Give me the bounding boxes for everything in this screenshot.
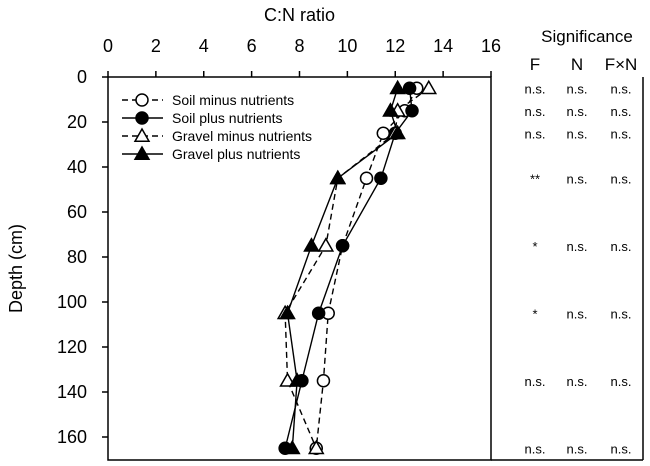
significance-column-header: F <box>530 55 540 74</box>
y-tick-label: 80 <box>67 247 87 267</box>
significance-cell: * <box>532 239 537 254</box>
y-tick-label: 0 <box>77 67 87 87</box>
data-point-soil-minus-nutrients <box>359 171 374 185</box>
significance-title: Significance <box>541 27 633 46</box>
significance-cell: n.s. <box>611 306 632 321</box>
y-tick-label: 60 <box>67 202 87 222</box>
significance-cell: n.s. <box>525 374 546 389</box>
significance-cell: n.s. <box>567 126 588 141</box>
significance-cell: n.s. <box>611 171 632 186</box>
significance-table: F N F×N n.s. n.s. n.s. n.s. n.s. n.s. n.s. n.s. n.s… <box>525 55 638 456</box>
significance-cell: n.s. <box>611 104 632 119</box>
significance-cell: n.s. <box>525 104 546 119</box>
significance-cell: n.s. <box>567 374 588 389</box>
data-point-soil-plus-nutrients <box>311 306 326 320</box>
significance-cell: n.s. <box>611 374 632 389</box>
data-point-soil-plus-nutrients <box>374 171 388 185</box>
legend-marker-gravel-minus-nutrients <box>133 127 151 142</box>
data-point-soil-plus-nutrients <box>402 81 417 95</box>
x-tick-label: 2 <box>151 36 161 56</box>
significance-cell: n.s. <box>567 104 588 119</box>
data-point-soil-plus-nutrients <box>335 239 350 253</box>
y-tick-label: 40 <box>67 157 87 177</box>
significance-cell: n.s. <box>611 441 632 456</box>
legend-label-soil-minus-nutrients: Soil minus nutrients <box>172 92 294 108</box>
x-tick-label: 14 <box>433 36 453 56</box>
data-point-gravel-plus-nutrients <box>389 79 406 95</box>
significance-cell: n.s. <box>611 126 632 141</box>
x-tick-label: 4 <box>199 36 209 56</box>
significance-column-header: N <box>571 55 583 74</box>
legend-marker-gravel-plus-nutrients <box>133 145 151 160</box>
series-markers <box>276 79 438 455</box>
significance-cell: n.s. <box>567 306 588 321</box>
data-point-gravel-plus-nutrients <box>288 372 306 387</box>
data-point-soil-plus-nutrients <box>405 104 419 118</box>
significance-column-header: F×N <box>605 55 638 74</box>
legend-label-gravel-minus-nutrients: Gravel minus nutrients <box>172 128 312 144</box>
y-axis-ticks: 0 20 40 60 80 100 120 140 160 <box>57 67 108 447</box>
series-line-soil-minus-nutrients <box>315 87 418 449</box>
x-tick-label: 0 <box>103 36 113 56</box>
data-point-gravel-minus-nutrients <box>317 237 335 252</box>
significance-cell: ** <box>530 171 540 186</box>
x-axis-ticks: 0 2 4 6 8 10 12 14 16 <box>103 36 501 77</box>
y-tick-label: 20 <box>67 112 87 132</box>
significance-cell: n.s. <box>525 126 546 141</box>
x-tick-label: 8 <box>294 36 304 56</box>
data-point-gravel-plus-nutrients <box>284 439 301 455</box>
data-point-gravel-plus-nutrients <box>329 169 347 185</box>
y-tick-label: 160 <box>57 427 87 447</box>
significance-cell: n.s. <box>567 171 588 186</box>
data-point-gravel-plus-nutrients <box>279 304 296 320</box>
data-point-gravel-plus-nutrients <box>303 237 320 252</box>
significance-cell: n.s. <box>525 441 546 456</box>
data-point-soil-minus-nutrients <box>376 126 391 140</box>
y-axis-title: Depth (cm) <box>6 224 26 313</box>
data-point-soil-minus-nutrients <box>316 374 331 388</box>
x-tick-label: 6 <box>247 36 257 56</box>
data-point-gravel-plus-nutrients <box>382 102 399 117</box>
y-tick-label: 100 <box>57 292 87 312</box>
legend: Soil minus nutrients Soil plus nutrients G… <box>122 92 312 162</box>
legend-label-gravel-plus-nutrients: Gravel plus nutrients <box>172 146 300 162</box>
significance-cell: n.s. <box>567 441 588 456</box>
x-tick-label: 12 <box>385 36 405 56</box>
x-tick-label: 10 <box>337 36 357 56</box>
y-tick-label: 140 <box>57 382 87 402</box>
significance-cell: n.s. <box>611 239 632 254</box>
legend-marker-soil-minus-nutrients <box>135 93 149 107</box>
significance-cell: n.s. <box>567 81 588 96</box>
x-axis-title: C:N ratio <box>264 5 335 25</box>
significance-cell: n.s. <box>567 239 588 254</box>
legend-marker-soil-plus-nutrients <box>135 111 149 125</box>
data-point-gravel-plus-nutrients <box>389 124 406 140</box>
y-tick-label: 120 <box>57 337 87 357</box>
data-point-gravel-minus-nutrients <box>420 79 438 95</box>
significance-cell: n.s. <box>525 81 546 96</box>
data-point-gravel-minus-nutrients <box>307 439 325 455</box>
significance-cell: n.s. <box>611 81 632 96</box>
legend-label-soil-plus-nutrients: Soil plus nutrients <box>172 110 283 126</box>
x-tick-label: 16 <box>481 36 501 56</box>
significance-cell: * <box>532 306 537 321</box>
